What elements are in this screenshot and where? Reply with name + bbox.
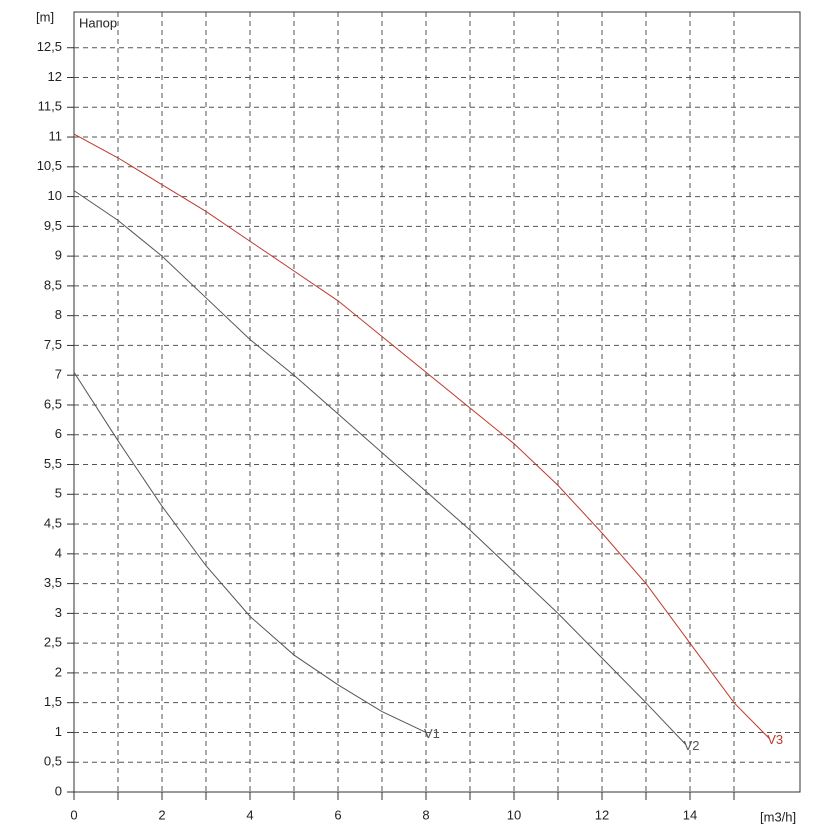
curve [73,190,686,745]
y-tick-label: 3,5 [44,575,62,590]
y-tick-label: 6,5 [44,396,62,411]
y-tick-label: 7,5 [44,337,62,352]
y-tick-label: 4 [55,545,62,560]
y-unit: [m] [36,9,54,24]
x-tick-label: 12 [595,807,609,822]
y-tick-label: 10,5 [37,158,62,173]
y-tick-label: 11 [49,128,63,143]
x-tick-label: 2 [158,807,165,822]
y-tick-label: 5 [55,486,62,501]
y-tick-label: 4,5 [44,515,62,530]
y-tick-label: 12 [48,69,62,84]
y-tick-label: 8 [55,307,62,322]
y-tick-label: 1 [55,724,62,739]
series-label: V1 [424,726,440,741]
x-tick-label: 4 [246,807,253,822]
y-tick-label: 9,5 [44,218,62,233]
plot-area [73,11,801,793]
x-tick-label: 8 [422,807,429,822]
x-tick-label: 0 [70,807,77,822]
x-tick-label: 10 [507,807,521,822]
curve [73,371,427,733]
y-tick-label: 2 [55,664,62,679]
y-tick-label: 11,5 [38,99,62,114]
y-tick-label: 0 [55,783,62,798]
series-label: V2 [684,738,700,753]
y-tick-label: 12,5 [37,39,62,54]
y-tick-label: 8,5 [44,277,62,292]
x-unit: [m3/h] [760,809,796,824]
y-tick-label: 6 [55,426,62,441]
series-label: V3 [767,732,783,747]
y-tick-label: 5,5 [44,456,62,471]
y-tick-label: 1,5 [44,694,62,709]
y-tick-label: 7 [55,367,62,382]
y-tick-label: 3 [55,605,62,620]
curve [73,133,770,739]
y-tick-label: 0,5 [44,754,62,769]
annotation: Напор [79,15,117,30]
x-tick-label: 14 [683,807,697,822]
y-tick-label: 10 [48,188,62,203]
y-tick-label: 9 [55,248,62,263]
y-tick-label: 2,5 [44,635,62,650]
x-tick-label: 6 [334,807,341,822]
